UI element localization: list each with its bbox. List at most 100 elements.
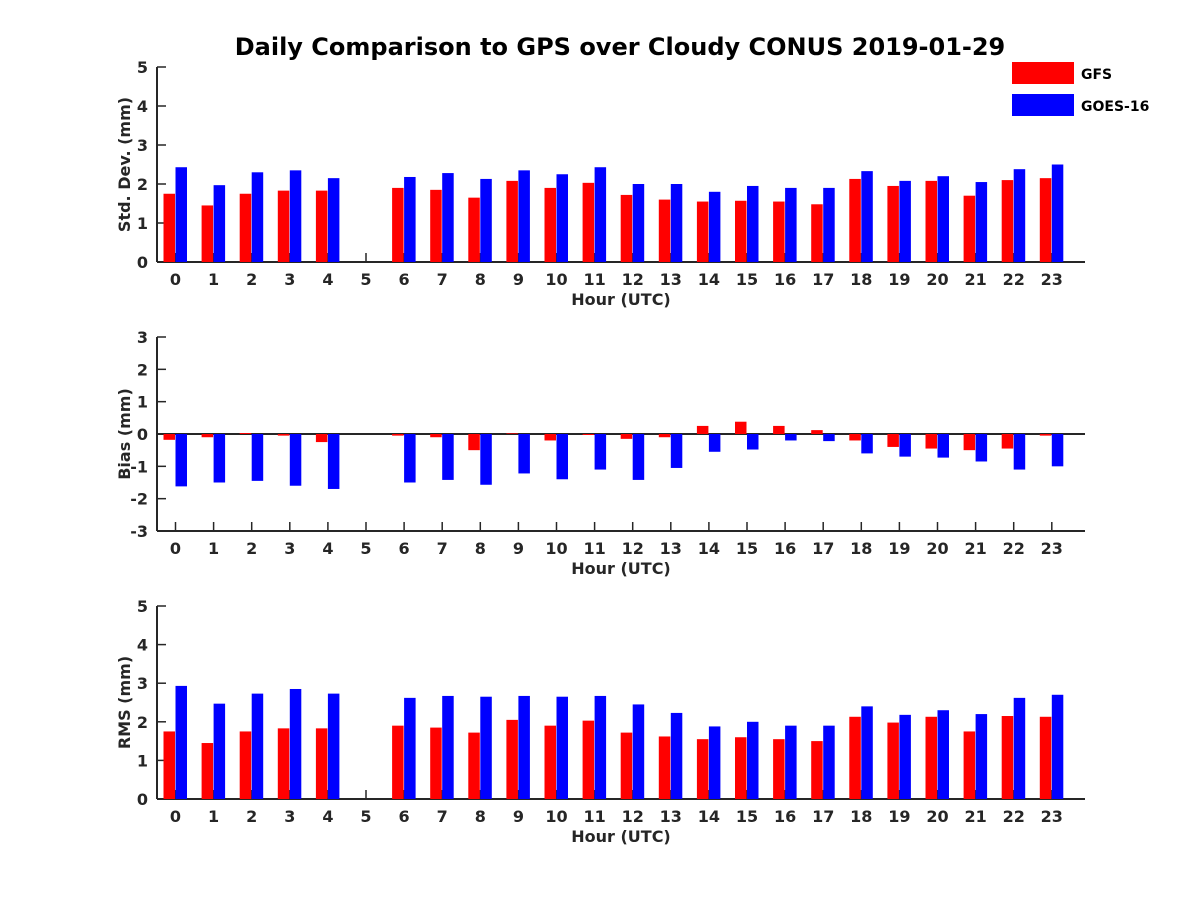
- bar-bias-gfs-9: [506, 433, 518, 434]
- bar-bias-gfs-7: [430, 434, 442, 438]
- bar-bias-goes16-17: [823, 434, 835, 442]
- bar-rms-goes16-19: [899, 714, 911, 799]
- bar-stddev-goes16-9: [518, 170, 530, 262]
- x-tick-label: 5: [360, 270, 371, 289]
- bar-rms-gfs-8: [468, 732, 480, 799]
- bar-rms-goes16-12: [632, 704, 645, 799]
- y-axis-label-stddev: Std. Dev. (mm): [115, 97, 134, 232]
- bar-bias-gfs-21: [963, 434, 976, 451]
- bar-stddev-goes16-16: [785, 187, 797, 262]
- bar-rms-gfs-7: [430, 727, 442, 799]
- bar-bias-goes16-20: [937, 434, 949, 458]
- bar-bias-gfs-10: [544, 434, 556, 441]
- x-tick-label: 12: [622, 539, 644, 558]
- bar-bias-gfs-13: [658, 434, 671, 438]
- bar-stddev-goes16-1: [213, 185, 226, 262]
- bar-rms-goes16-14: [708, 726, 721, 799]
- bar-stddev-goes16-2: [251, 172, 264, 262]
- bar-bias-goes16-10: [556, 434, 568, 480]
- y-tick-label: 1: [137, 751, 148, 770]
- x-axis-label-bias: Hour (UTC): [571, 559, 671, 578]
- legend: GFS GOES-16: [1012, 62, 1149, 116]
- y-tick-label: 3: [137, 674, 148, 693]
- bar-rms-goes16-7: [442, 695, 454, 799]
- x-tick-label: 5: [360, 539, 371, 558]
- x-tick-label: 22: [1003, 270, 1025, 289]
- bar-rms-goes16-15: [747, 721, 759, 799]
- x-tick-label: 19: [888, 539, 910, 558]
- x-tick-label: 16: [774, 539, 796, 558]
- x-tick-label: 1: [208, 807, 219, 826]
- bar-stddev-goes16-19: [899, 180, 911, 262]
- bar-bias-gfs-6: [392, 434, 404, 436]
- bar-bias-goes16-4: [327, 434, 340, 489]
- x-tick-label: 5: [360, 807, 371, 826]
- x-tick-label: 15: [736, 270, 758, 289]
- bar-stddev-goes16-10: [556, 174, 568, 262]
- bar-rms-goes16-18: [861, 706, 873, 799]
- bar-bias-gfs-20: [925, 434, 937, 449]
- y-tick-label: 0: [137, 253, 148, 272]
- bar-bias-gfs-11: [582, 434, 595, 435]
- x-tick-label: 17: [812, 807, 834, 826]
- bar-stddev-goes16-11: [594, 167, 607, 262]
- bar-stddev-gfs-18: [849, 178, 861, 262]
- x-tick-label: 17: [812, 539, 834, 558]
- bar-stddev-goes16-14: [708, 191, 721, 262]
- y-tick-label: 2: [137, 360, 148, 379]
- x-tick-label: 14: [698, 539, 720, 558]
- bar-bias-goes16-1: [213, 434, 226, 483]
- y-tick-label: 2: [137, 713, 148, 732]
- bar-stddev-goes16-7: [442, 173, 454, 262]
- y-tick-label: 3: [137, 136, 148, 155]
- x-tick-label: 15: [736, 807, 758, 826]
- x-tick-label: 4: [322, 539, 333, 558]
- x-tick-label: 18: [850, 270, 872, 289]
- bar-rms-gfs-18: [849, 716, 861, 799]
- bar-bias-gfs-12: [620, 434, 633, 439]
- x-tick-label: 11: [583, 539, 605, 558]
- bar-rms-goes16-22: [1013, 697, 1026, 799]
- bar-stddev-goes16-18: [861, 171, 873, 262]
- bar-rms-gfs-13: [658, 736, 671, 799]
- x-tick-label: 11: [583, 270, 605, 289]
- x-tick-label: 20: [926, 539, 948, 558]
- bar-bias-gfs-4: [315, 434, 328, 443]
- bar-bias-goes16-3: [289, 434, 302, 486]
- bar-stddev-gfs-7: [430, 189, 442, 262]
- x-tick-label: 12: [622, 807, 644, 826]
- y-tick-label: 0: [137, 790, 148, 809]
- bar-stddev-goes16-22: [1013, 169, 1026, 262]
- bar-stddev-gfs-4: [315, 190, 328, 262]
- bar-rms-goes16-2: [251, 693, 264, 799]
- y-tick-label: 4: [137, 97, 148, 116]
- bar-bias-goes16-9: [518, 434, 530, 474]
- bar-stddev-goes16-13: [670, 184, 683, 262]
- bar-rms-gfs-17: [811, 741, 823, 799]
- x-tick-label: 7: [437, 539, 448, 558]
- bar-rms-goes16-10: [556, 696, 568, 799]
- bar-rms-gfs-15: [735, 737, 747, 799]
- y-tick-label: 3: [137, 328, 148, 347]
- bar-bias-goes16-13: [670, 434, 683, 468]
- x-tick-label: 21: [964, 807, 986, 826]
- x-tick-label: 6: [399, 270, 410, 289]
- legend-swatch-goes16: [1012, 94, 1074, 116]
- y-tick-label: 1: [137, 393, 148, 412]
- x-tick-label: 23: [1041, 270, 1063, 289]
- bar-bias-goes16-0: [175, 434, 187, 487]
- x-tick-label: 13: [660, 539, 682, 558]
- bar-bias-gfs-2: [239, 433, 252, 434]
- bar-rms-goes16-8: [480, 696, 492, 799]
- x-tick-label: 6: [399, 539, 410, 558]
- bar-stddev-gfs-13: [658, 199, 671, 262]
- bar-rms-goes16-3: [289, 688, 302, 799]
- x-tick-label: 6: [399, 807, 410, 826]
- x-tick-label: 2: [246, 807, 257, 826]
- bar-stddev-gfs-0: [163, 193, 175, 262]
- bar-bias-gfs-14: [696, 425, 709, 434]
- bar-bias-goes16-11: [594, 434, 607, 470]
- y-axis-label-rms: RMS (mm): [115, 656, 134, 749]
